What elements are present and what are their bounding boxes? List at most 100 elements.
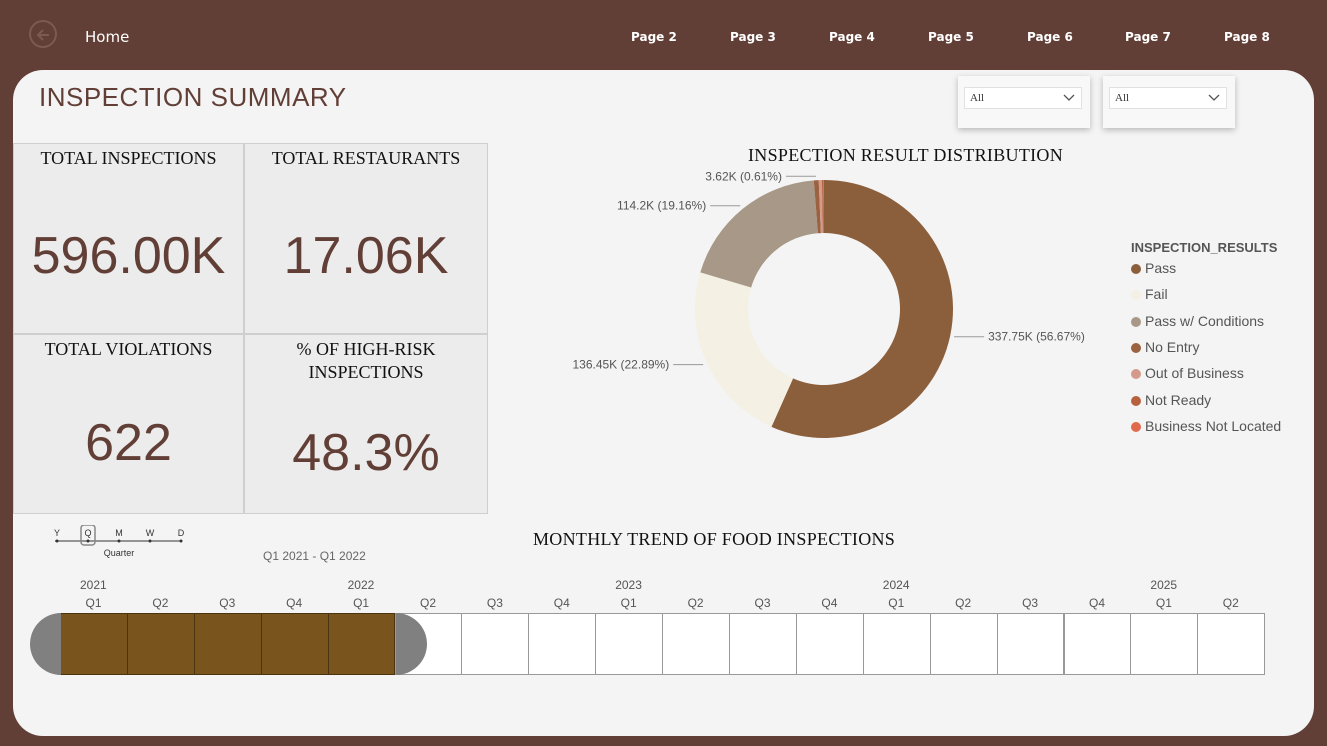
granularity-option[interactable]: Y	[54, 528, 60, 538]
legend-item[interactable]: Out of Business	[1131, 365, 1244, 381]
nav-page-7[interactable]: Page 7	[1125, 30, 1171, 44]
arrow-left-icon	[36, 29, 49, 41]
timeline-cell[interactable]	[662, 613, 730, 675]
quarter-label: Q1	[85, 596, 102, 610]
quarter-label: Q1	[1155, 596, 1172, 610]
donut-slice-pass[interactable]	[771, 180, 953, 439]
legend-marker	[1131, 342, 1141, 353]
legend-marker	[1131, 369, 1141, 380]
year-label: 2023	[615, 578, 642, 592]
timeline-range: Q1 2021 - Q1 2022	[263, 549, 366, 563]
nav-page-6[interactable]: Page 6	[1027, 30, 1073, 44]
filter-slicer-2: All	[1103, 76, 1235, 128]
filter-dropdown-1[interactable]: All	[964, 87, 1082, 109]
legend-label: Fail	[1145, 286, 1168, 303]
timeline-cell[interactable]	[595, 613, 664, 675]
data-label: 337.75K (56.67%)	[988, 330, 1085, 344]
quarter-label: Q4	[821, 596, 838, 610]
timeline-cell[interactable]	[1130, 613, 1199, 675]
timeline-cell[interactable]	[193, 613, 262, 675]
timeline-cell[interactable]	[60, 613, 128, 675]
legend-label: Pass w/ Conditions	[1145, 312, 1265, 329]
filter-dropdown-2[interactable]: All	[1109, 87, 1227, 109]
granularity-option[interactable]: W	[146, 528, 155, 538]
timeline-cell[interactable]	[1197, 613, 1266, 675]
granularity-label: Quarter	[104, 548, 135, 558]
timeline-cell[interactable]	[260, 613, 329, 675]
timeline-title: MONTHLY TREND OF FOOD INSPECTIONS	[533, 529, 896, 549]
legend-marker	[1131, 316, 1141, 327]
quarter-label: Q1	[888, 596, 905, 610]
timeline-cell[interactable]	[126, 613, 195, 675]
kpi-value: 48.3%	[292, 424, 440, 482]
kpi-card-total-restaurants: TOTAL RESTAURANTS 17.06K	[244, 143, 488, 334]
timeline-cell[interactable]	[929, 613, 998, 675]
donut-slice-business-not-located[interactable]	[823, 180, 824, 234]
quarter-label: Q3	[486, 596, 503, 610]
granularity-track[interactable]: Y Q M W D Quarter	[51, 524, 191, 565]
nav-page-3[interactable]: Page 3	[730, 30, 776, 44]
year-label: 2021	[80, 578, 107, 592]
legend-item[interactable]: Not Ready	[1131, 392, 1211, 408]
granularity-tick	[55, 539, 59, 543]
timeline-cell[interactable]	[996, 613, 1065, 675]
granularity-option[interactable]: D	[178, 528, 185, 538]
home-link[interactable]: Home	[85, 28, 130, 46]
chart-title: INSPECTION RESULT DISTRIBUTION	[748, 145, 1064, 165]
granularity-tick	[179, 539, 183, 543]
timeline-cell[interactable]	[795, 613, 864, 675]
kpi-card-high-risk: % OF HIGH-RISK INSPECTIONS 48.3%	[244, 334, 488, 514]
filter-slicer-1: All	[958, 76, 1090, 128]
kpi-card-total-inspections: TOTAL INSPECTIONS 596.00K	[13, 143, 244, 334]
timeline-start-handle[interactable]	[30, 613, 61, 675]
donut-slice-fail[interactable]	[695, 272, 794, 427]
granularity-option[interactable]: Q	[84, 528, 91, 538]
donut-slice-out-of-business[interactable]	[818, 180, 823, 234]
legend-item[interactable]: Fail	[1131, 286, 1168, 302]
legend-item[interactable]: Pass	[1131, 260, 1176, 276]
nav-page-4[interactable]: Page 4	[829, 30, 875, 44]
donut-chart[interactable]: 337.75K (56.67%) 136.45K (22.89%) 114.2K (…	[533, 170, 1113, 490]
legend-title: INSPECTION_RESULTS	[1131, 240, 1278, 255]
kpi-card-total-violations: TOTAL VIOLATIONS 622	[13, 334, 244, 514]
quarter-label: Q3	[754, 596, 771, 610]
kpi-label-line2: INSPECTIONS	[308, 362, 424, 382]
timeline-cell[interactable]	[327, 613, 396, 675]
legend-label: Not Ready	[1145, 391, 1212, 408]
granularity-option[interactable]: M	[115, 528, 123, 538]
year-label: 2025	[1150, 578, 1178, 592]
legend-marker	[1131, 395, 1141, 406]
granularity-selected-box[interactable]	[80, 524, 96, 546]
filter-value-1: All	[970, 92, 985, 104]
donut-slice-not-ready[interactable]	[821, 180, 824, 234]
legend-label: Out of Business	[1145, 365, 1244, 382]
donut-slice-no-entry[interactable]	[813, 180, 821, 234]
quarter-label: Q2	[687, 596, 704, 610]
legend-label: No Entry	[1145, 338, 1200, 355]
data-label: 3.62K (0.61%)	[705, 170, 782, 183]
quarter-label: Q3	[1022, 596, 1039, 610]
timeline-cell[interactable]	[528, 613, 597, 675]
timeline-cell[interactable]	[729, 613, 797, 675]
nav-page-2[interactable]: Page 2	[631, 30, 677, 44]
kpi-value: 17.06K	[283, 227, 449, 285]
donut-slice-pass-w-conditions[interactable]	[700, 180, 818, 288]
quarter-label: Q1	[620, 596, 637, 610]
legend-item[interactable]: No Entry	[1131, 339, 1199, 355]
quarter-label: Q2	[152, 596, 169, 610]
kpi-label-line1: % OF HIGH-RISK	[296, 339, 436, 359]
nav-page-5[interactable]: Page 5	[928, 30, 974, 44]
kpi-label: TOTAL VIOLATIONS	[44, 339, 213, 359]
kpi-value: 622	[85, 414, 172, 472]
timeline-cell[interactable]	[1063, 613, 1132, 675]
legend-item[interactable]: Business Not Located	[1131, 418, 1281, 434]
back-button[interactable]	[29, 20, 57, 48]
timeline-cell[interactable]	[862, 613, 931, 675]
granularity-selector[interactable]: Y Q M W D Quarter	[51, 524, 191, 565]
data-label: 136.45K (22.89%)	[572, 358, 669, 372]
timeline-cell[interactable]	[461, 613, 530, 675]
quarter-label: Q4	[553, 596, 570, 610]
granularity-tick	[148, 539, 152, 543]
nav-page-8[interactable]: Page 8	[1224, 30, 1270, 44]
legend-item[interactable]: Pass w/ Conditions	[1131, 313, 1264, 329]
